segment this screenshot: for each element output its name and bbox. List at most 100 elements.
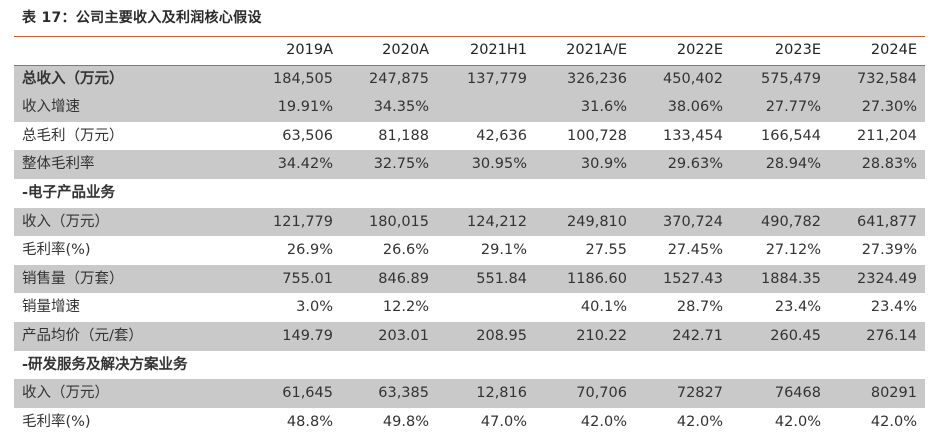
- table-row: 收入增速 19.91% 34.35% 31.6% 38.06% 27.77% 27.30%: [14, 93, 925, 122]
- value-cell: 28.83%: [829, 150, 925, 179]
- value-cell: [232, 351, 341, 380]
- value-cell: 12.2%: [382, 299, 429, 316]
- value-cell: 2324.49: [829, 264, 925, 294]
- header-bottom-rule: [14, 65, 925, 66]
- value-cell: [635, 179, 731, 208]
- value-cell: 1527.43: [635, 264, 731, 294]
- table-row: 收入（万元） 121,779 180,015 124,212 249,810 370,72…: [14, 207, 925, 237]
- header-cell: [14, 36, 232, 65]
- value-cell: 732,584: [829, 64, 925, 94]
- value-cell: 42,636: [476, 127, 527, 144]
- value-cell: 180,015: [341, 207, 437, 237]
- value-cell: 70,706: [535, 379, 635, 408]
- value-cell: 29.63%: [635, 150, 731, 179]
- value-cell: 23.4%: [774, 299, 821, 316]
- value-cell: 249,810: [535, 207, 635, 237]
- value-cell: 203.01: [341, 321, 437, 351]
- value-cell: 260.45: [731, 321, 829, 351]
- value-cell: 1186.60: [535, 264, 635, 294]
- value-cell: 641,877: [829, 207, 925, 237]
- value-cell: [341, 351, 437, 380]
- value-cell: 326,236: [535, 64, 635, 94]
- value-cell: 42.0%: [870, 413, 917, 430]
- value-cell: 30.9%: [535, 150, 635, 179]
- table-row: 销量增速 3.0% 12.2% 40.1% 28.7% 23.4% 23.4%: [14, 293, 925, 322]
- value-cell: 100,728: [567, 127, 627, 144]
- header-cell: 2021H1: [469, 42, 527, 59]
- value-cell: [731, 351, 829, 380]
- value-cell: 23.4%: [870, 299, 917, 316]
- table-row: 整体毛利率 34.42% 32.75% 30.95% 30.9% 29.63% 28.94%…: [14, 150, 925, 179]
- table-row: 产品均价（元/套） 149.79 203.01 208.95 210.22 242.71 2…: [14, 321, 925, 351]
- value-cell: 27.45%: [667, 242, 723, 259]
- value-cell: [437, 293, 535, 322]
- table-row: 毛利率(%) 26.9% 26.6% 29.1% 27.55 27.45% 27.12% 27…: [14, 236, 925, 265]
- value-cell: 1884.35: [731, 264, 829, 294]
- value-cell: 755.01: [232, 264, 341, 294]
- value-cell: [635, 351, 731, 380]
- value-cell: 27.12%: [765, 242, 821, 259]
- value-cell: 42.0%: [580, 413, 627, 430]
- header-top-rule: [14, 36, 925, 37]
- value-cell: 38.06%: [635, 93, 731, 122]
- value-cell: [437, 179, 535, 208]
- section-header-row: -电子产品业务: [14, 179, 925, 208]
- row-label: 收入增速: [14, 93, 232, 122]
- value-cell: 121,779: [232, 207, 341, 237]
- row-label: -电子产品业务: [22, 185, 116, 202]
- value-cell: [437, 351, 535, 380]
- value-cell: 34.42%: [232, 150, 341, 179]
- assumptions-table: 2019A 2020A 2021H1 2021A/E 2022E 2023E 2…: [14, 36, 925, 436]
- table-header-row: 2019A 2020A 2021H1 2021A/E 2022E 2023E 2…: [14, 36, 925, 65]
- value-cell: 63,506: [282, 127, 333, 144]
- value-cell: 49.8%: [382, 413, 429, 430]
- value-cell: 34.35%: [341, 93, 437, 122]
- row-label: 整体毛利率: [14, 150, 232, 179]
- value-cell: 27.39%: [861, 242, 917, 259]
- value-cell: 27.77%: [731, 93, 829, 122]
- value-cell: 490,782: [731, 207, 829, 237]
- value-cell: [341, 179, 437, 208]
- value-cell: [232, 179, 341, 208]
- value-cell: 210.22: [535, 321, 635, 351]
- header-cell: 2020A: [382, 42, 429, 59]
- value-cell: 26.6%: [382, 242, 429, 259]
- table-row: 总收入（万元） 184,505 247,875 137,779 326,236 450,4…: [14, 64, 925, 94]
- row-label: 总毛利（万元）: [22, 127, 124, 144]
- value-cell: 31.6%: [535, 93, 635, 122]
- value-cell: 575,479: [731, 64, 829, 94]
- row-label: 产品均价（元/套）: [14, 321, 232, 351]
- value-cell: 124,212: [437, 207, 535, 237]
- value-cell: 450,402: [635, 64, 731, 94]
- value-cell: 76468: [731, 379, 829, 408]
- header-cell: 2019A: [286, 42, 333, 59]
- row-label: 总收入（万元）: [14, 64, 232, 94]
- value-cell: [535, 351, 635, 380]
- value-cell: [731, 179, 829, 208]
- row-label: 收入（万元）: [14, 379, 232, 408]
- value-cell: 32.75%: [341, 150, 437, 179]
- value-cell: 3.0%: [296, 299, 333, 316]
- value-cell: 30.95%: [437, 150, 535, 179]
- value-cell: 63,385: [341, 379, 437, 408]
- value-cell: 846.89: [341, 264, 437, 294]
- row-label: -研发服务及解决方案业务: [22, 356, 188, 373]
- header-cell: 2021A/E: [566, 42, 627, 59]
- value-cell: 166,544: [761, 127, 821, 144]
- value-cell: 48.8%: [286, 413, 333, 430]
- value-cell: 276.14: [829, 321, 925, 351]
- value-cell: 137,779: [437, 64, 535, 94]
- header-cell: 2024E: [870, 42, 917, 59]
- value-cell: 551.84: [437, 264, 535, 294]
- value-cell: 12,816: [437, 379, 535, 408]
- value-cell: 42.0%: [676, 413, 723, 430]
- value-cell: 247,875: [341, 64, 437, 94]
- section-header-row: -研发服务及解决方案业务: [14, 351, 925, 380]
- value-cell: 184,505: [232, 64, 341, 94]
- value-cell: 27.30%: [829, 93, 925, 122]
- value-cell: [437, 93, 535, 122]
- table-row: 收入（万元） 61,645 63,385 12,816 70,706 72827 76468…: [14, 379, 925, 408]
- table-row: 总毛利（万元） 63,506 81,188 42,636 100,728 133,454 1…: [14, 122, 925, 151]
- value-cell: 80291: [829, 379, 925, 408]
- header-cell: 2022E: [676, 42, 723, 59]
